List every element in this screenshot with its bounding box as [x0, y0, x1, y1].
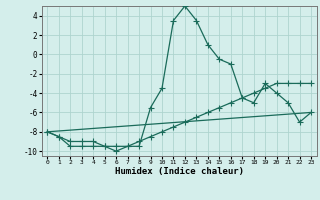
X-axis label: Humidex (Indice chaleur): Humidex (Indice chaleur)	[115, 167, 244, 176]
